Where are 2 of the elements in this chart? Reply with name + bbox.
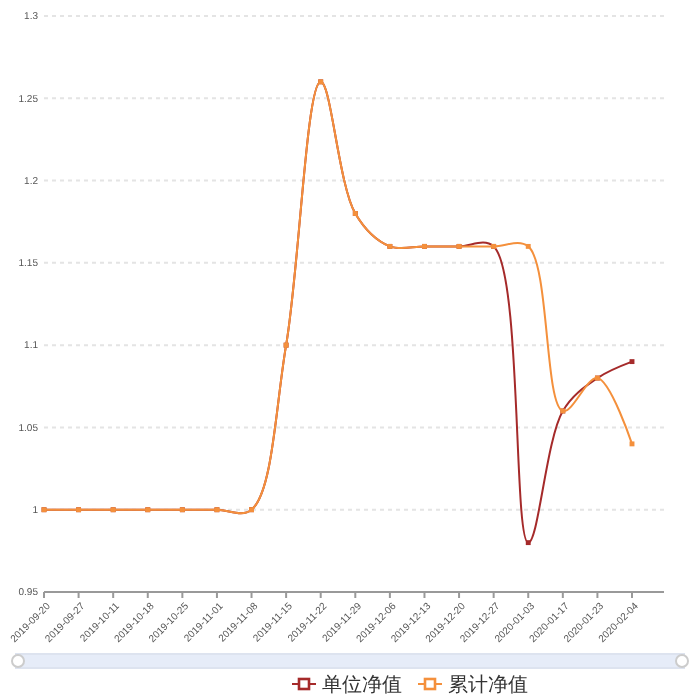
legend-label: 单位净值 — [322, 673, 402, 697]
legend-label: 累计净值 — [448, 673, 528, 697]
